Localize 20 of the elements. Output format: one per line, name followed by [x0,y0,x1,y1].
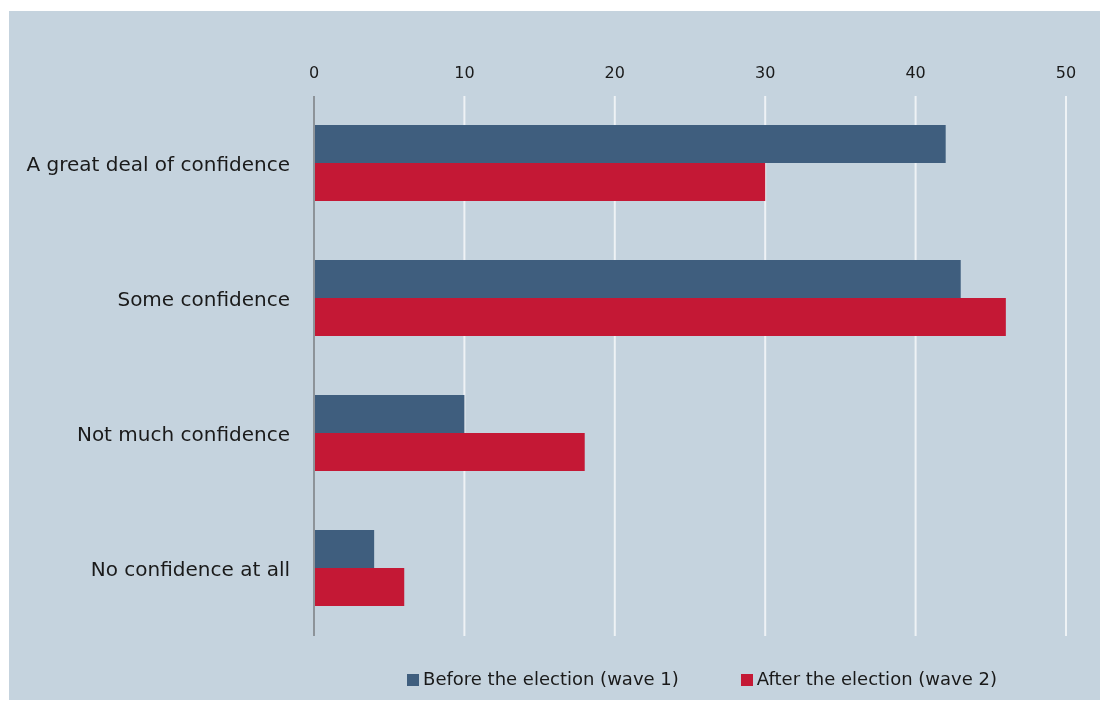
bar [314,433,585,472]
x-tick-label: 40 [905,63,926,82]
x-tick-label: 0 [308,63,320,82]
legend-label: After the election (wave 2) [756,668,997,689]
x-tick-label: 30 [755,63,776,82]
bar [314,298,1006,337]
bar [314,260,961,299]
bar [314,125,946,164]
x-tick-label: 10 [454,63,475,82]
y-tick-label: No confidence at all [90,556,290,581]
bar [314,395,465,434]
x-tick-label: 50 [1055,63,1077,82]
bar [314,530,375,569]
bar [314,163,766,202]
x-tick-label: 20 [604,63,625,82]
bar [314,568,405,607]
y-tick-label: A great deal of confidence [26,151,290,176]
y-tick-label: Some confidence [117,286,290,311]
legend-label: Before the election (wave 1) [423,668,679,689]
y-tick-label: Not much confidence [76,421,290,446]
